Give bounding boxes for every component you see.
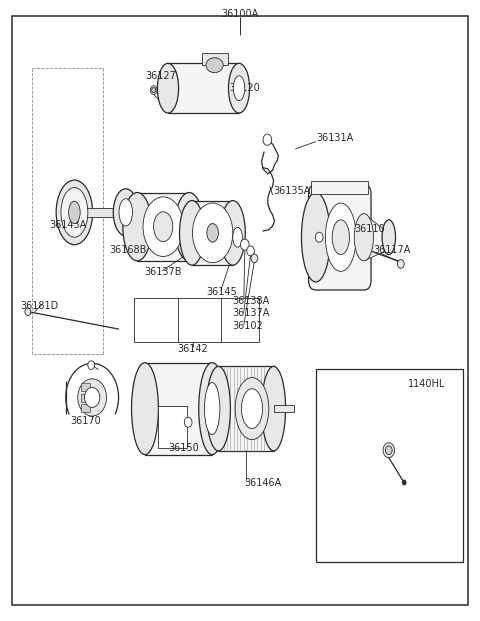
Bar [74, 208, 122, 217]
Ellipse shape [233, 76, 245, 101]
Text: 36150: 36150 [168, 443, 199, 453]
Bar [134, 298, 259, 342]
Ellipse shape [332, 220, 349, 255]
Circle shape [152, 88, 156, 93]
Bar [81, 394, 90, 402]
Text: 36117A: 36117A [373, 245, 411, 255]
Text: 36170: 36170 [70, 416, 101, 426]
Bar [158, 406, 187, 448]
Text: 36138A: 36138A [232, 296, 269, 306]
Ellipse shape [228, 63, 250, 113]
Ellipse shape [233, 227, 242, 247]
Ellipse shape [235, 378, 269, 440]
Text: 36102: 36102 [232, 321, 263, 331]
Circle shape [397, 260, 404, 268]
Bar [81, 383, 90, 391]
Text: 36137B: 36137B [144, 267, 181, 277]
Bar [168, 63, 239, 113]
Ellipse shape [132, 363, 158, 455]
Ellipse shape [154, 212, 173, 242]
Ellipse shape [204, 383, 220, 435]
Circle shape [402, 480, 406, 485]
Bar [311, 181, 368, 194]
Ellipse shape [123, 193, 152, 261]
Ellipse shape [84, 388, 100, 407]
Text: 36146A: 36146A [244, 478, 282, 488]
Bar [316, 369, 463, 562]
Ellipse shape [207, 224, 218, 242]
Ellipse shape [199, 363, 226, 455]
Ellipse shape [206, 58, 223, 73]
Text: 36120: 36120 [229, 83, 260, 93]
Text: 1140HL: 1140HL [408, 379, 445, 389]
Ellipse shape [119, 199, 132, 226]
Ellipse shape [113, 189, 138, 236]
Ellipse shape [240, 239, 249, 250]
Circle shape [385, 446, 392, 455]
Circle shape [25, 308, 31, 315]
Ellipse shape [143, 197, 183, 256]
Ellipse shape [192, 203, 233, 263]
Bar [81, 404, 90, 412]
Circle shape [263, 134, 272, 145]
Ellipse shape [180, 201, 204, 265]
Ellipse shape [61, 188, 88, 237]
Text: 36168B: 36168B [109, 245, 147, 255]
Bar [145, 363, 212, 455]
Ellipse shape [206, 366, 230, 451]
Ellipse shape [325, 203, 356, 271]
Bar [137, 193, 189, 261]
Text: 36127: 36127 [145, 71, 176, 81]
Bar [316, 193, 368, 282]
Text: 36142: 36142 [178, 344, 208, 354]
Bar [202, 53, 228, 65]
Circle shape [315, 232, 323, 242]
Ellipse shape [301, 193, 330, 282]
Bar [192, 201, 233, 265]
Text: 36137A: 36137A [232, 308, 269, 318]
Text: 36181D: 36181D [20, 301, 59, 310]
Ellipse shape [220, 201, 245, 265]
Ellipse shape [56, 180, 93, 245]
Bar [274, 405, 294, 412]
Circle shape [150, 86, 157, 94]
Text: 36131A: 36131A [317, 133, 354, 143]
Polygon shape [364, 214, 394, 261]
Ellipse shape [262, 366, 286, 451]
Text: 36110: 36110 [354, 224, 385, 233]
Text: 36143A: 36143A [49, 220, 86, 230]
Ellipse shape [157, 63, 179, 113]
Ellipse shape [69, 201, 80, 224]
Ellipse shape [382, 220, 396, 255]
Text: 36100A: 36100A [221, 9, 259, 19]
Text: 36145: 36145 [206, 287, 237, 297]
Circle shape [184, 417, 192, 427]
Text: 36135A: 36135A [274, 186, 311, 196]
Ellipse shape [247, 246, 254, 256]
FancyBboxPatch shape [309, 184, 371, 290]
Ellipse shape [78, 379, 107, 416]
Ellipse shape [354, 214, 373, 261]
Ellipse shape [175, 193, 204, 261]
Circle shape [383, 443, 395, 458]
Ellipse shape [251, 254, 258, 263]
Bar [218, 366, 274, 451]
Circle shape [88, 361, 95, 369]
Ellipse shape [241, 389, 263, 428]
